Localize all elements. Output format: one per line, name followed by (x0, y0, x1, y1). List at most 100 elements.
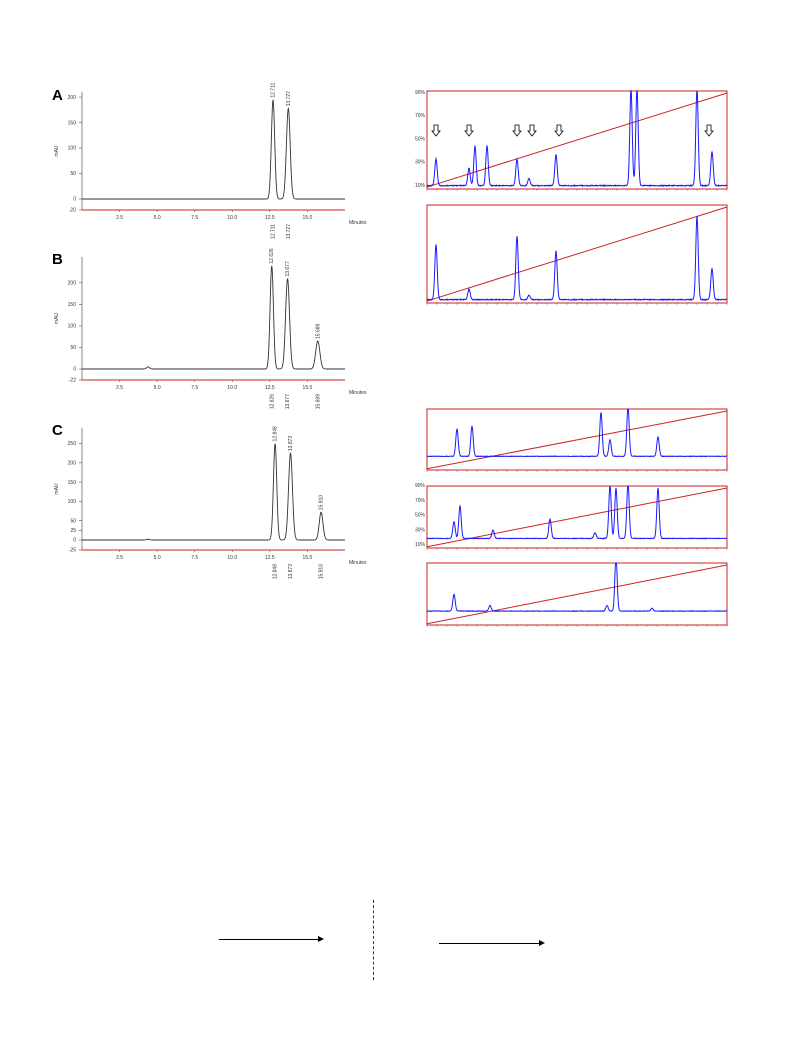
peak-label-bottom: 12.848 (273, 564, 279, 580)
pct-label: 30% (415, 160, 426, 166)
y-tick-label: 250 (68, 441, 77, 447)
gradient-line (426, 487, 728, 548)
arrow-right-head (539, 940, 545, 946)
peak-label-bottom: 13.677 (285, 394, 291, 410)
peak-label-top: 15.689 (315, 323, 321, 339)
chromatogram-panel-c: mAU -25 0 25 50 100 150 200 250 2.5 5.0 7.5 10.0 12.5… (54, 426, 367, 579)
x-tick-label: 2.5 (116, 215, 123, 221)
y-tick-label: 200 (68, 95, 77, 101)
chromatogram-panel-a: mAU -20 0 50 100 150 200 2.5 5.0 7.5 10.0 12.5 15.0 M… (54, 83, 367, 240)
x-tick-label: 5.0 (154, 385, 161, 391)
pct-label: 30% (415, 527, 426, 533)
peak-label-bottom: 12.711 (271, 224, 277, 239)
right-chromatogram-2 (426, 204, 728, 305)
y-tick-label: 0 (73, 538, 76, 544)
x-tick-label: 10.0 (227, 215, 237, 221)
peak-label-bottom: 13.873 (288, 564, 294, 580)
panel-label-b: B (52, 251, 63, 268)
y-tick-label: 50 (70, 171, 76, 177)
y-tick-label: 50 (70, 518, 76, 524)
right-chromatogram-3 (426, 408, 728, 472)
x-axis-label: Minutes (349, 560, 367, 566)
x-tick-label: 2.5 (116, 385, 123, 391)
x-axis-label: Minutes (349, 220, 367, 226)
peak-label-top: 12.711 (271, 83, 277, 98)
peak-label-bottom: 15.689 (315, 394, 321, 410)
y-tick-label: 200 (68, 460, 77, 466)
y-tick-label: 25 (70, 528, 76, 534)
trace-line (426, 485, 728, 540)
pct-label: 90% (415, 90, 426, 96)
down-arrow-marker (431, 124, 441, 137)
x-tick-label: 7.5 (191, 385, 198, 391)
x-tick-label: 10.0 (227, 555, 237, 561)
y-tick-label: 150 (68, 120, 77, 126)
pct-label: 50% (415, 513, 426, 519)
x-tick-label: 12.5 (265, 555, 275, 561)
arrow-left-head (318, 936, 324, 942)
y-tick-label: -20 (69, 208, 76, 214)
x-tick-label: 15.0 (303, 385, 313, 391)
gradient-line (426, 564, 728, 625)
x-tick-label: 12.5 (265, 385, 275, 391)
x-tick-label: 12.5 (265, 215, 275, 221)
chromatogram-panel-b: mAU -22 0 50 100 150 200 2.5 5.0 7.5 10.0 12.5 15.0 M… (54, 248, 367, 409)
trace-line (426, 215, 728, 302)
panel-label-c: C (52, 422, 63, 439)
trace-line (426, 89, 728, 188)
peak-label-bottom: 13.727 (286, 224, 292, 240)
x-tick-label: 10.0 (227, 385, 237, 391)
peak-label-bottom: 15.910 (319, 564, 325, 580)
pct-label: 10% (415, 183, 426, 189)
peak-label-top: 12.626 (269, 248, 275, 264)
panel-label-a: A (52, 87, 63, 104)
pct-label: 10% (415, 542, 426, 548)
divider-dashed (373, 900, 374, 980)
peak-label-top: 13.727 (286, 91, 292, 107)
arrow-right (439, 943, 540, 944)
y-tick-label: 100 (68, 324, 77, 330)
down-arrow-marker (704, 124, 714, 137)
gradient-line (426, 92, 728, 188)
x-tick-label: 15.0 (303, 555, 313, 561)
peak-label-top: 15.910 (319, 495, 325, 511)
y-axis-label: mAU (54, 313, 60, 325)
x-tick-label: 7.5 (191, 555, 198, 561)
down-arrow-marker (512, 124, 522, 137)
pct-label: 90% (415, 483, 426, 489)
y-tick-label: 0 (73, 367, 76, 373)
y-axis-label: mAU (54, 145, 60, 157)
y-tick-label: 100 (68, 499, 77, 505)
y-tick-label: 50 (70, 345, 76, 351)
frame (426, 485, 728, 549)
peak-label-top: 12.848 (273, 426, 279, 442)
x-tick-label: 2.5 (116, 555, 123, 561)
trace-line (426, 408, 728, 458)
y-tick-label: 150 (68, 302, 77, 308)
arrow-left (219, 939, 319, 940)
frame (426, 204, 728, 304)
pct-label: 70% (415, 498, 426, 504)
trace-line (82, 99, 345, 200)
y-tick-label: 100 (68, 146, 77, 152)
peak-label-top: 13.677 (285, 261, 291, 277)
y-tick-label: 0 (73, 197, 76, 203)
down-arrow-marker (464, 124, 474, 137)
frame (426, 562, 728, 626)
pct-label: 70% (415, 113, 426, 119)
right-chromatogram-5 (426, 562, 728, 627)
y-tick-label: 200 (68, 281, 77, 287)
x-tick-label: 5.0 (154, 215, 161, 221)
gradient-line (426, 410, 728, 470)
down-arrow-marker (527, 124, 537, 137)
x-tick-label: 5.0 (154, 555, 161, 561)
y-tick-label: -25 (69, 548, 76, 554)
right-chromatogram-4: 10% 30% 50% 70% 90% (415, 483, 728, 550)
right-chromatogram-1: 10% 30% 50% 70% 90% (415, 89, 728, 191)
frame (426, 408, 728, 471)
x-tick-label: 7.5 (191, 215, 198, 221)
y-axis-label: mAU (54, 483, 60, 495)
trace-line (426, 562, 728, 613)
